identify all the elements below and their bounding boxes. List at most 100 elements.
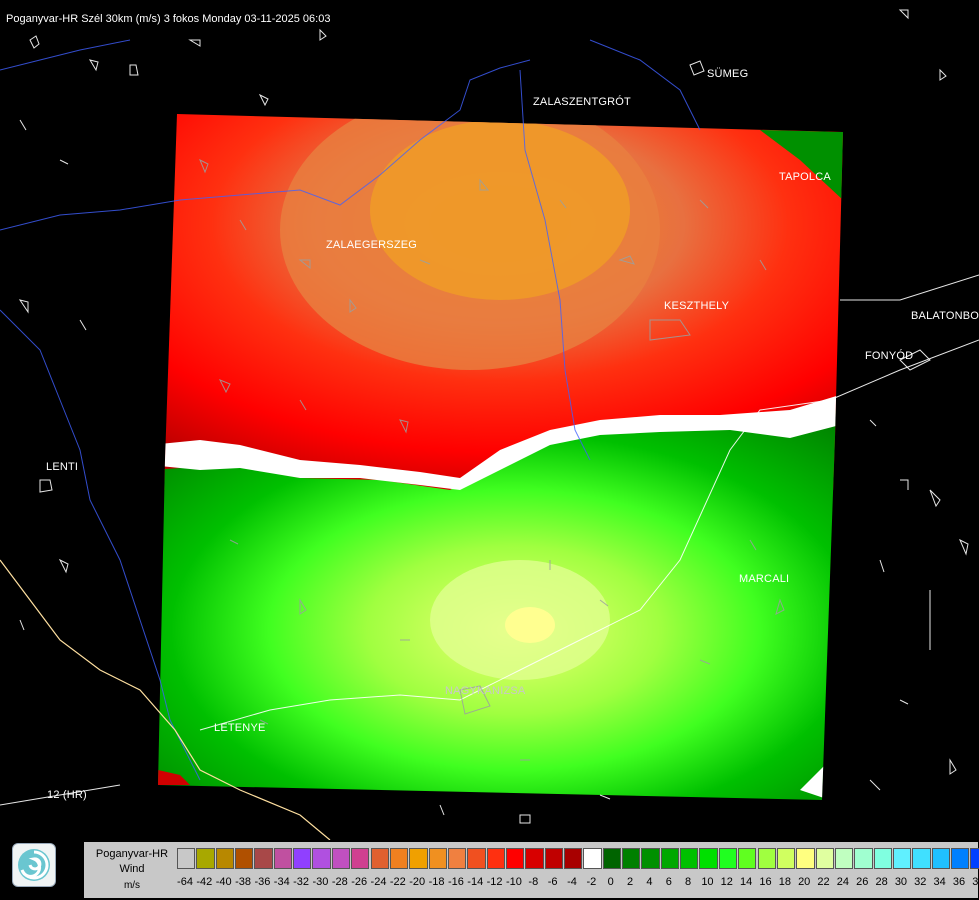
legend-quantity: Wind — [119, 863, 145, 875]
legend-swatch — [796, 848, 815, 869]
legend-swatch — [254, 848, 273, 869]
legend-tick-label: -32 — [293, 876, 310, 888]
legend-tick-label: -14 — [467, 876, 484, 888]
legend-tick-label: -18 — [428, 876, 445, 888]
legend-swatch — [970, 848, 979, 869]
legend-swatch — [215, 848, 235, 869]
city-label-lenti: LENTI — [46, 461, 79, 473]
radar-echo — [158, 114, 843, 800]
legend-tick-label: 8 — [685, 876, 692, 888]
legend-tick-label: -20 — [409, 876, 426, 888]
legend-tick-label: -42 — [196, 876, 213, 888]
legend-tick-label: 24 — [836, 876, 850, 888]
highway — [0, 274, 979, 806]
legend-tick-label: -16 — [447, 876, 464, 888]
legend-tick-label: 32 — [914, 876, 927, 888]
legend-tick-label: 2 — [626, 876, 634, 888]
roads — [0, 559, 331, 841]
legend-tick-label: -64 — [177, 876, 193, 888]
legend-swatch — [389, 848, 409, 869]
legend-swatch — [660, 848, 680, 869]
legend-swatch — [177, 848, 196, 869]
legend-swatch — [834, 848, 854, 869]
legend-tick-label: -38 — [235, 876, 251, 888]
legend-tick-label: 12 — [720, 876, 733, 888]
legend-tick-label: 20 — [798, 876, 811, 888]
legend-swatch — [505, 848, 525, 869]
legend-tick-label: 14 — [740, 876, 753, 888]
legend-swatch — [854, 848, 873, 869]
legend-swatch — [273, 848, 293, 869]
city-label-keszthely: KESZTHELY — [664, 300, 730, 312]
legend-tick-label: 4 — [646, 876, 653, 888]
legend-tick-label: -6 — [547, 876, 558, 888]
city-label-tapolca: TAPOLCA — [779, 171, 831, 183]
legend-swatch — [351, 848, 370, 869]
legend-swatch — [467, 848, 486, 869]
legend-swatch — [641, 848, 660, 869]
legend-swatch — [622, 848, 641, 869]
legend-tick-label: 28 — [875, 876, 888, 888]
road-label-12-hr: 12 (HR) — [47, 789, 87, 801]
legend-title: Poganyvar-HR — [95, 848, 169, 860]
city-label-marcali: MARCALI — [739, 573, 790, 585]
legend-tick-label: -12 — [486, 876, 503, 888]
map-title: Poganyvar-HR Szél 30km (m/s) 3 fokos Mon… — [6, 13, 331, 25]
legend-swatch — [602, 848, 622, 869]
settlements-over-echo — [199, 158, 785, 761]
legend-tick-label: -30 — [312, 876, 329, 888]
legend-swatch — [680, 848, 699, 869]
legend-tick-label: 10 — [701, 876, 714, 888]
legend-tick-label: 18 — [778, 876, 791, 888]
legend-swatch — [196, 848, 215, 869]
radar-logo-icon — [12, 843, 56, 887]
legend-swatch — [409, 848, 428, 869]
legend-swatch — [912, 848, 931, 869]
legend-swatch — [892, 848, 912, 869]
legend-tick-label: -36 — [254, 876, 271, 888]
legend-swatch — [815, 848, 834, 869]
legend-swatch — [370, 848, 389, 869]
legend-swatch — [544, 848, 563, 869]
legend-tick-label: -34 — [273, 876, 290, 888]
legend-tick-label: 22 — [817, 876, 830, 888]
city-label-fonyod: FONYÓD — [865, 350, 914, 362]
legend-tick-label: -28 — [331, 876, 348, 888]
legend-swatch — [235, 848, 254, 869]
legend-swatch — [293, 848, 312, 869]
legend-swatch — [951, 848, 970, 869]
radar-map: Poganyvar-HR Szél 30km (m/s) 3 fokos Mon… — [0, 9, 979, 841]
map-svg — [0, 9, 979, 841]
legend-unit: m/s — [123, 880, 141, 891]
legend-swatch — [873, 848, 892, 869]
legend-swatch — [718, 848, 738, 869]
legend-tick-label: 38 — [972, 876, 979, 888]
legend-tick-label: -26 — [351, 876, 368, 888]
legend-tick-label: -10 — [505, 876, 522, 888]
city-label-sumeg: SÜMEG — [707, 68, 749, 80]
legend-swatch — [699, 848, 718, 869]
city-label-zalaegerszeg: ZALAEGERSZEG — [326, 239, 418, 251]
legend-swatch — [776, 848, 796, 869]
rivers — [0, 39, 701, 781]
legend-tick-label: -2 — [586, 876, 597, 888]
legend-swatch — [564, 848, 583, 869]
city-label-balatonbo: BALATONBO — [911, 310, 979, 322]
city-label-zalaszentgrot: ZALASZENTGRÓT — [533, 96, 631, 108]
legend-tick-label: -8 — [528, 876, 539, 888]
legend-tick-label: 30 — [894, 876, 908, 888]
legend-swatch — [757, 848, 776, 869]
legend-tick-label: 16 — [759, 876, 772, 888]
legend-swatch — [428, 848, 447, 869]
legend-tick-label: -40 — [215, 876, 232, 888]
legend-swatch — [525, 848, 544, 869]
legend-swatch — [447, 848, 467, 869]
settlements — [18, 9, 969, 824]
legend-tick-label: 6 — [665, 876, 672, 888]
legend-swatch — [486, 848, 505, 869]
color-legend: Poganyvar-HR Wind m/s -64 -42 -40 -38 -36 -34… — [84, 842, 979, 898]
legend-swatch — [331, 848, 351, 869]
legend-swatch — [738, 848, 757, 869]
legend-swatch — [583, 848, 602, 869]
legend-tick-label: -24 — [370, 876, 387, 888]
